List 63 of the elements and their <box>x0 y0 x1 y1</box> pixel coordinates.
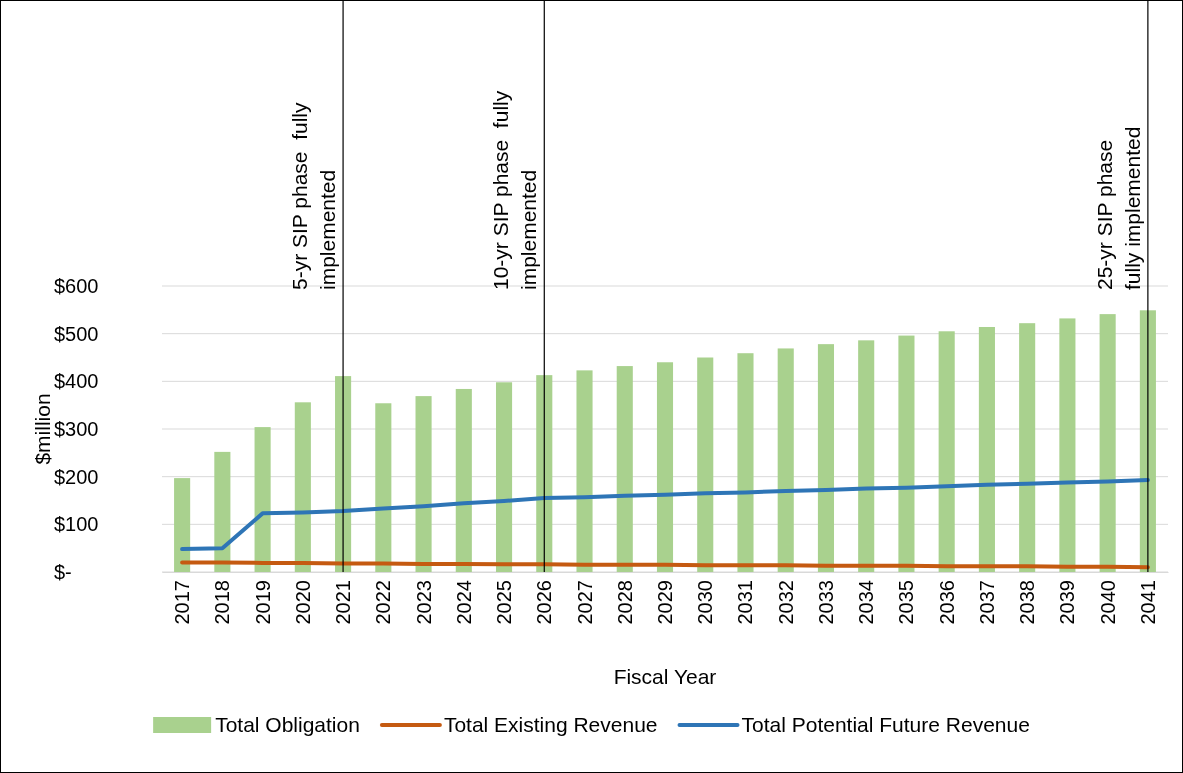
bar <box>576 370 593 572</box>
x-tick-label: 2036 <box>935 580 958 625</box>
line-series <box>180 478 1150 552</box>
x-tick-label: 2038 <box>1016 580 1039 625</box>
legend-label: Total Potential Future Revenue <box>741 713 1030 736</box>
x-tick-label: 2022 <box>372 580 395 625</box>
x-tick-label: 2018 <box>211 580 234 625</box>
y-tick-label: $200 <box>54 465 99 488</box>
bar <box>495 382 513 572</box>
x-axis-title: Fiscal Year <box>613 665 717 688</box>
x-tick-label: 2025 <box>493 580 516 625</box>
bar <box>254 427 271 572</box>
bar <box>697 357 714 572</box>
bar <box>898 335 915 572</box>
legend-label: Total Obligation <box>215 713 360 736</box>
bar <box>978 326 995 572</box>
y-tick-label: $- <box>54 560 72 583</box>
bar <box>455 388 472 572</box>
y-tick-label: $100 <box>54 513 99 536</box>
bar <box>214 451 231 572</box>
bar <box>737 353 754 572</box>
bar <box>616 366 633 572</box>
bar <box>375 403 392 572</box>
x-tick-label: 2021 <box>332 580 355 625</box>
x-tick-label: 2031 <box>734 580 757 625</box>
x-tick-label: 2027 <box>573 580 596 625</box>
x-tick-label: 2030 <box>694 580 717 625</box>
bar <box>294 402 311 572</box>
x-tick-label: 2033 <box>814 580 837 625</box>
x-tick-label: 2017 <box>171 580 194 625</box>
x-tick-label: 2035 <box>895 580 918 625</box>
x-tick-label: 2034 <box>855 580 878 625</box>
x-tick-label: 2040 <box>1096 580 1119 625</box>
bar <box>415 396 432 572</box>
x-tick-label: 2028 <box>613 580 636 625</box>
y-axis-title: $million <box>31 393 54 465</box>
bar <box>938 331 955 572</box>
bar <box>1099 314 1116 572</box>
bar <box>817 344 835 572</box>
bar <box>777 348 794 572</box>
x-tick-label: 2041 <box>1136 580 1159 625</box>
bar <box>1019 323 1036 572</box>
x-tick-label: 2023 <box>412 580 435 625</box>
y-tick-label: $600 <box>54 274 99 297</box>
x-tick-label: 2026 <box>533 580 556 625</box>
x-tick-label: 2019 <box>251 580 274 625</box>
bar <box>656 362 674 572</box>
ref-line-label: 5-yr SIP phase fully implemented <box>288 101 340 290</box>
y-tick-label: $500 <box>54 322 99 345</box>
x-tick-label: 2032 <box>774 580 797 625</box>
x-tick-label: 2024 <box>452 580 475 625</box>
x-tick-label: 2037 <box>975 580 998 625</box>
ref-line-label: 10-yr SIP phase fully implemented <box>489 90 541 290</box>
ref-line-label: 25-yr SIP phase fully implemented <box>1092 126 1144 290</box>
y-tick-label: $300 <box>54 417 99 440</box>
bar <box>858 340 875 572</box>
bar <box>1059 318 1076 572</box>
legend-label: Total Existing Revenue <box>443 713 658 736</box>
bar <box>174 478 191 572</box>
x-tick-label: 2039 <box>1056 580 1079 625</box>
x-tick-label: 2029 <box>654 580 676 625</box>
x-tick-label: 2020 <box>291 580 314 625</box>
y-tick-label: $400 <box>54 370 99 393</box>
